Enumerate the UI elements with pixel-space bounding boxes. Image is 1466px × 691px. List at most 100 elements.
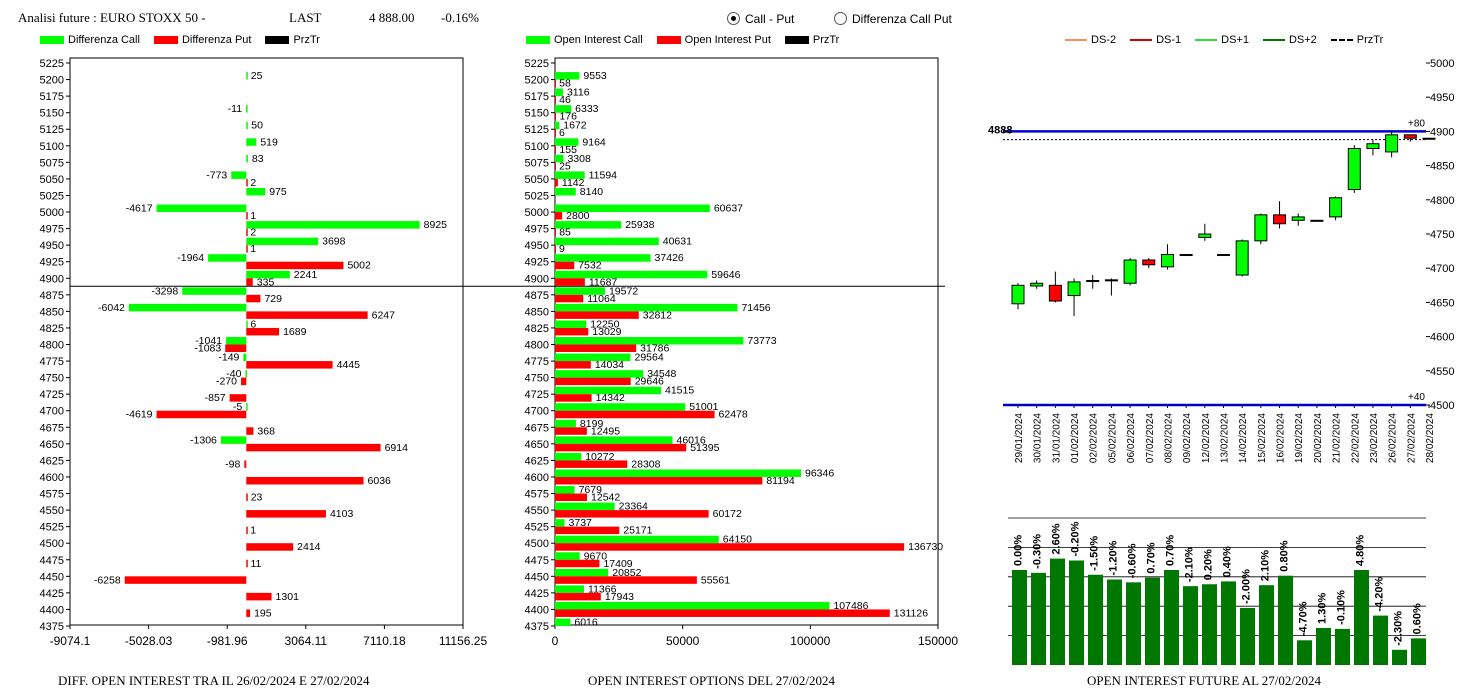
y-tick-label: 4675: [40, 422, 64, 434]
put-oi-label: 14034: [595, 359, 624, 371]
y-tick-label: 4550: [40, 505, 64, 517]
future-bar-label: -0.20%: [1070, 521, 1082, 556]
put-oi-label: 46: [559, 94, 571, 106]
put-diff-bar: [246, 311, 368, 319]
legend-item-ds-2: DS-2: [1065, 34, 1116, 46]
put-diff-bar: [246, 178, 248, 187]
y-tick-label: 4525: [40, 522, 64, 534]
put-oi-bar: [555, 96, 556, 104]
call-oi-label: 23364: [619, 501, 648, 513]
future-bar: [1392, 649, 1407, 665]
y-tick-label: 4800: [1430, 195, 1454, 207]
y-tick-label: 4400: [525, 604, 549, 616]
title-middle: OPEN INTEREST OPTIONS DEL 27/02/2024: [588, 673, 835, 688]
y-tick-label: 4800: [525, 340, 549, 352]
y-tick-label: 4450: [525, 571, 549, 583]
call-oi-bar: [555, 72, 580, 80]
call-oi-label: 19572: [609, 285, 638, 297]
y-tick-label: 4875: [40, 290, 64, 302]
call-diff-bar: [245, 370, 247, 378]
put-oi-bar: [555, 394, 592, 402]
call-diff-bar: [156, 204, 247, 213]
call-diff-bar: [246, 187, 266, 196]
future-bar-label: -4.20%: [1374, 577, 1386, 612]
radio-call-put-indicator[interactable]: [727, 12, 740, 25]
y-tick-label: 4600: [525, 472, 549, 484]
y-tick-label: 4775: [525, 356, 549, 368]
put-oi-label: 11064: [587, 293, 616, 305]
y-tick-label: 4925: [525, 257, 549, 269]
call-oi-label: 51001: [689, 401, 718, 413]
put-oi-bar: [555, 510, 709, 518]
radio-differenza[interactable]: Differenza Call Put: [834, 12, 952, 26]
put-diff-label: 4103: [330, 508, 354, 520]
put-diff-label: -270: [216, 376, 237, 388]
call-oi-bar: [555, 204, 710, 213]
x-tick-label: 21/02/2024: [1332, 413, 1343, 463]
y-tick-label: 4650: [40, 439, 64, 451]
title-right: OPEN INTEREST FUTURE AL 27/02/2024: [1087, 673, 1322, 688]
call-oi-bar: [555, 502, 615, 511]
call-oi-label: 12250: [590, 318, 619, 330]
call-diff-bar: [246, 221, 420, 229]
future-bar: [1145, 577, 1160, 665]
call-oi-bar: [555, 618, 571, 626]
x-tick-label: 3064.11: [285, 634, 328, 648]
put-diff-bar: [246, 278, 253, 286]
call-oi-label: 37426: [655, 252, 684, 264]
put-diff-bar: [246, 493, 248, 502]
future-bar: [1297, 640, 1312, 665]
put-oi-label: 155: [559, 144, 577, 156]
put-diff-label: 1: [250, 210, 256, 222]
put-oi-label: 136730: [908, 541, 943, 553]
call-diff-label: -149: [218, 352, 239, 364]
put-oi-bar: [555, 592, 601, 601]
y-tick-label: 4475: [40, 555, 64, 567]
put-diff-bar: [156, 410, 247, 419]
title-left: DIFF. OPEN INTEREST TRA IL 26/02/2024 E …: [58, 673, 370, 688]
candle-body: [1067, 281, 1081, 297]
y-tick-label: 4475: [525, 555, 549, 567]
y-tick-label: 4575: [40, 489, 64, 501]
y-tick-label: 4500: [1430, 400, 1454, 412]
y-tick-label: 4500: [525, 538, 549, 550]
call-oi-bar: [555, 154, 564, 163]
put-oi-bar: [555, 311, 639, 319]
candle-body: [1160, 254, 1174, 268]
put-diff-label: 335: [257, 276, 275, 288]
put-oi-label: 81194: [766, 475, 795, 487]
put-diff-bar: [246, 592, 272, 601]
radio-call-put[interactable]: Call - Put: [727, 12, 794, 26]
x-tick-label: 02/02/2024: [1089, 413, 1100, 463]
radio-differenza-indicator[interactable]: [834, 12, 847, 25]
call-diff-label: 50: [251, 120, 263, 132]
legend-item-prztr: PrzTr: [265, 34, 320, 46]
put-diff-label: -857: [205, 392, 226, 404]
future-bar: [1050, 558, 1065, 665]
candle-body: [1310, 219, 1324, 222]
put-oi-bar: [555, 294, 584, 303]
y-tick-label: 4950: [525, 240, 549, 252]
call-oi-bar: [555, 105, 572, 113]
put-oi-bar: [555, 576, 697, 584]
last-label: LAST: [289, 10, 322, 25]
candle-body: [1104, 279, 1118, 282]
call-oi-label: 64150: [723, 534, 752, 546]
call-oi-label: 9670: [584, 550, 608, 562]
put-diff-label: 11: [250, 558, 261, 570]
legend-item-call-oi: Open Interest Call: [526, 34, 643, 46]
future-bar-label: 0.40%: [1222, 546, 1234, 577]
x-tick-label: 08/02/2024: [1163, 413, 1174, 463]
y-tick-label: 4925: [40, 257, 64, 269]
future-bar-label: 0.80%: [1279, 540, 1291, 571]
y-tick-label: 4700: [525, 406, 549, 418]
y-tick-label: 5225: [40, 58, 64, 70]
upper-band-label: +80: [1408, 118, 1425, 129]
call-diff-label: -1964: [177, 252, 204, 264]
y-tick-label: 4675: [525, 422, 549, 434]
last-value: 4 888.00: [369, 10, 415, 25]
future-bar-label: -4.70%: [1298, 601, 1310, 636]
legend-item-prztr-3: PrzTr: [1330, 34, 1383, 46]
y-tick-label: 4800: [40, 340, 64, 352]
